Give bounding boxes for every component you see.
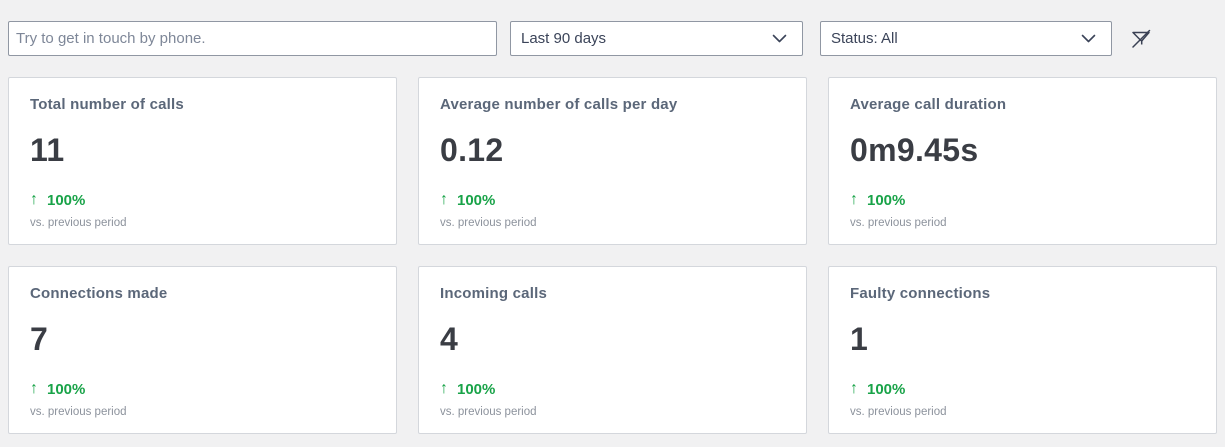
card-value: 7 [30,321,49,357]
stat-card-connections-made: Connections made 7 ↑ 100% vs. previous p… [8,266,397,434]
delta-value: 100% [457,191,496,209]
card-title: Faulty connections [850,285,991,302]
card-delta: ↑ 100% [850,191,1195,209]
compare-label: vs. previous period [440,217,537,229]
up-arrow-icon: ↑ [30,191,38,208]
compare-label: vs. previous period [440,406,537,418]
card-delta: ↑ 100% [440,380,785,398]
card-delta: ↑ 100% [440,191,785,209]
delta-value: 100% [867,191,906,209]
status-select-value: Status: All [831,30,898,47]
stat-card-incoming-calls: Incoming calls 4 ↑ 100% vs. previous per… [418,266,807,434]
card-delta: ↑ 100% [30,191,375,209]
clear-filter-button[interactable] [1127,25,1155,53]
card-title: Total number of calls [30,96,184,113]
stat-card-faulty-connections: Faulty connections 1 ↑ 100% vs. previous… [828,266,1217,434]
card-value: 0m9.45s [850,132,979,168]
chevron-down-icon [1081,34,1096,43]
period-select[interactable]: Last 90 days [510,21,803,56]
compare-label: vs. previous period [850,406,947,418]
card-delta: ↑ 100% [850,380,1195,398]
up-arrow-icon: ↑ [440,380,448,397]
card-title: Connections made [30,285,168,302]
up-arrow-icon: ↑ [440,191,448,208]
card-value: 4 [440,321,459,357]
up-arrow-icon: ↑ [850,191,858,208]
card-title: Average number of calls per day [440,96,678,113]
card-title: Incoming calls [440,285,547,302]
card-title: Average call duration [850,96,1007,113]
stat-card-total-calls: Total number of calls 11 ↑ 100% vs. prev… [8,77,397,245]
compare-label: vs. previous period [30,406,127,418]
stat-card-avg-calls-per-day: Average number of calls per day 0.12 ↑ 1… [418,77,807,245]
card-value: 11 [30,132,65,168]
delta-value: 100% [457,380,496,398]
status-select[interactable]: Status: All [820,21,1112,56]
chevron-down-icon [772,34,787,43]
delta-value: 100% [47,380,86,398]
delta-value: 100% [47,191,86,209]
search-input[interactable] [8,21,497,56]
compare-label: vs. previous period [30,217,127,229]
card-value: 1 [850,321,869,357]
delta-value: 100% [867,380,906,398]
filters-toolbar: Last 90 days Status: All [0,0,1225,56]
up-arrow-icon: ↑ [850,380,858,397]
card-value: 0.12 [440,132,504,168]
card-delta: ↑ 100% [30,380,375,398]
stat-card-avg-call-duration: Average call duration 0m9.45s ↑ 100% vs.… [828,77,1217,245]
period-select-value: Last 90 days [521,30,607,47]
stats-grid: Total number of calls 11 ↑ 100% vs. prev… [0,56,1225,434]
up-arrow-icon: ↑ [30,380,38,397]
compare-label: vs. previous period [850,217,947,229]
filter-off-icon [1132,29,1151,48]
